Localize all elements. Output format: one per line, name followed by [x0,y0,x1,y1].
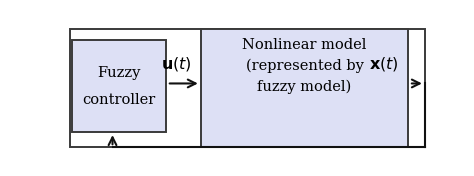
Text: Nonlinear model: Nonlinear model [242,38,367,52]
Bar [72,40,166,132]
Bar [201,29,408,147]
Text: Fuzzy: Fuzzy [97,66,141,80]
Bar [70,29,425,147]
Text: controller: controller [82,93,155,107]
Text: $\mathbf{u}(t)$: $\mathbf{u}(t)$ [162,55,192,73]
Text: $\mathbf{x}(t)$: $\mathbf{x}(t)$ [370,55,399,73]
Text: (represented by: (represented by [246,59,364,73]
Text: fuzzy model): fuzzy model) [257,80,352,94]
